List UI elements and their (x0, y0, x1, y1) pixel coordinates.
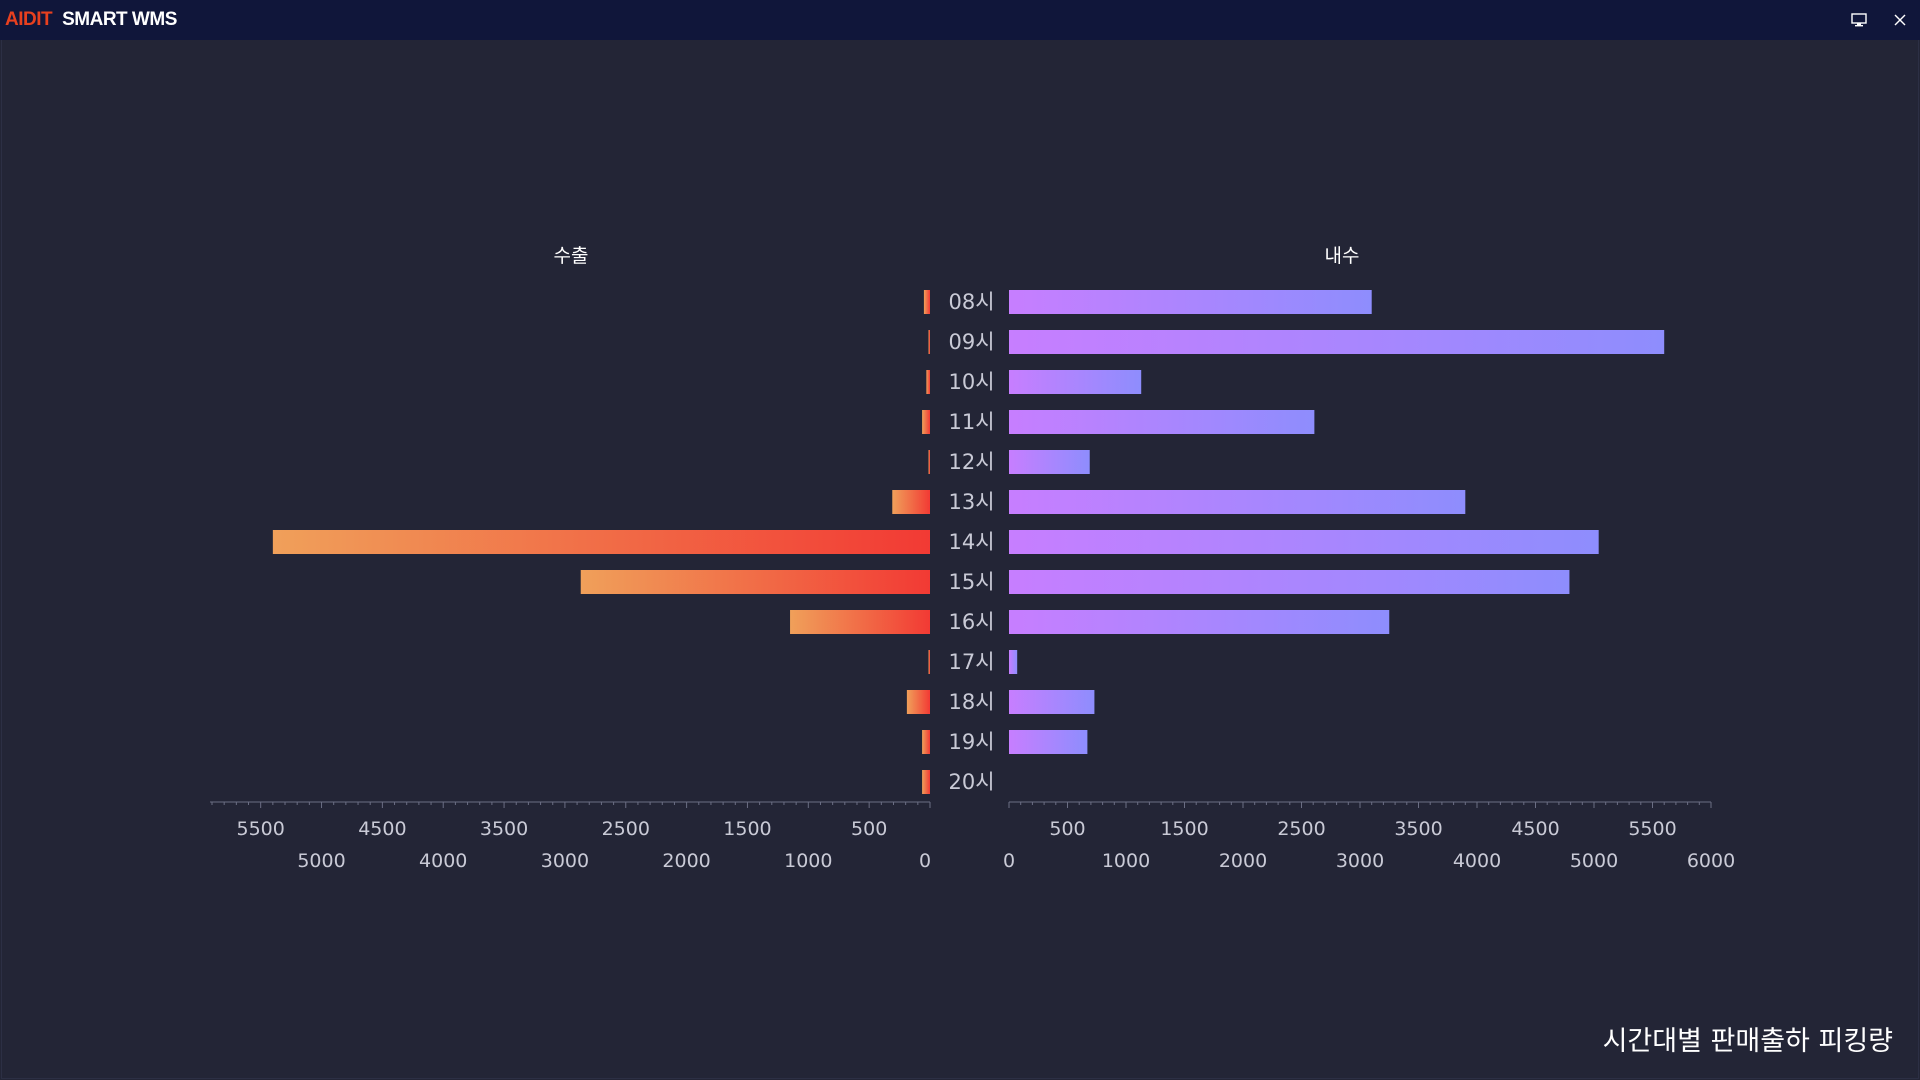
bar-export-5 (892, 490, 930, 514)
bar-domestic-4 (1009, 450, 1090, 474)
bar-domestic-7 (1009, 570, 1570, 594)
bar-domestic-8 (1009, 610, 1390, 634)
tick-label-left-3000: 3000 (541, 850, 589, 872)
panel-title: 시간대별 판매출하 피킹량 (1602, 1026, 1893, 1057)
category-label-8: 16시 (948, 610, 994, 634)
category-label-5: 13시 (948, 490, 994, 514)
tick-label-right-1500: 1500 (1160, 818, 1208, 840)
bar-domestic-10 (1009, 690, 1095, 714)
tick-label-right-2000: 2000 (1219, 850, 1267, 872)
bar-export-11 (922, 730, 930, 754)
dashboard-panel: 수출 내수 08시 09시 10시 11시 12시 13시 14시 15시 16시 17시 18시 19시… (1, 40, 1919, 1079)
bar-export-4 (928, 450, 930, 474)
brand-smart-wms: SMART WMS (62, 9, 177, 30)
bar-export-8 (790, 610, 930, 634)
bar-export-10 (906, 690, 930, 714)
bar-export-6 (272, 530, 931, 554)
bar-domestic-0 (1009, 290, 1372, 314)
bar-domestic-6 (1009, 530, 1599, 554)
bar-export-2 (926, 370, 930, 394)
picking-butterfly-chart: 수출 내수 08시 09시 10시 11시 12시 13시 14시 15시 16시 17시 18시 19시… (210, 245, 1735, 872)
bar-export-7 (580, 570, 930, 594)
tick-label-right-4500: 4500 (1511, 818, 1559, 840)
tick-label-left-2000: 2000 (662, 850, 710, 872)
tick-label-left-0: 0 (919, 850, 931, 872)
tick-label-left-1500: 1500 (723, 818, 771, 840)
tick-label-left-4000: 4000 (419, 850, 467, 872)
category-label-2: 10시 (948, 370, 994, 394)
title-bar: AIDIT SMART WMS (0, 0, 1920, 40)
tick-label-right-3000: 3000 (1336, 850, 1384, 872)
tick-label-right-500: 500 (1049, 818, 1085, 840)
bar-export-9 (928, 650, 930, 674)
tick-label-right-1000: 1000 (1102, 850, 1150, 872)
tick-label-left-3500: 3500 (480, 818, 528, 840)
tick-label-right-6000: 6000 (1687, 850, 1735, 872)
tick-label-left-5500: 5500 (236, 818, 284, 840)
category-label-7: 15시 (948, 570, 994, 594)
bar-export-0 (923, 290, 930, 314)
bar-domestic-5 (1009, 490, 1466, 514)
bar-domestic-9 (1009, 650, 1018, 674)
category-label-0: 08시 (948, 290, 994, 314)
tick-label-left-5000: 5000 (297, 850, 345, 872)
tick-label-right-2500: 2500 (1277, 818, 1325, 840)
tick-label-right-3500: 3500 (1394, 818, 1442, 840)
tick-label-right-0: 0 (1003, 850, 1015, 872)
category-label-4: 12시 (948, 450, 994, 474)
bar-domestic-1 (1009, 330, 1665, 354)
category-label-6: 14시 (948, 530, 994, 554)
category-label-3: 11시 (948, 410, 994, 434)
close-icon[interactable] (1890, 10, 1910, 30)
tick-label-right-5000: 5000 (1570, 850, 1618, 872)
bar-export-3 (922, 410, 930, 434)
series-title-right: 내수 (1325, 245, 1360, 267)
category-label-11: 19시 (948, 730, 994, 754)
tick-label-right-4000: 4000 (1453, 850, 1501, 872)
tick-label-left-4500: 4500 (358, 818, 406, 840)
bar-domestic-2 (1009, 370, 1142, 394)
category-label-1: 09시 (948, 330, 994, 354)
tick-label-left-2500: 2500 (602, 818, 650, 840)
app-logo: AIDIT SMART WMS (5, 8, 177, 32)
category-label-9: 17시 (948, 650, 994, 674)
category-label-10: 18시 (948, 690, 994, 714)
series-title-left: 수출 (554, 245, 589, 267)
brand-aidit: AIDIT (5, 9, 53, 30)
bar-domestic-11 (1009, 730, 1088, 754)
bar-domestic-3 (1009, 410, 1315, 434)
tick-label-left-1000: 1000 (784, 850, 832, 872)
monitor-icon[interactable] (1849, 10, 1869, 30)
tick-label-right-5500: 5500 (1628, 818, 1676, 840)
bar-export-12 (922, 770, 930, 794)
tick-label-left-500: 500 (851, 818, 887, 840)
bar-export-1 (928, 330, 930, 354)
category-label-12: 20시 (948, 770, 994, 794)
